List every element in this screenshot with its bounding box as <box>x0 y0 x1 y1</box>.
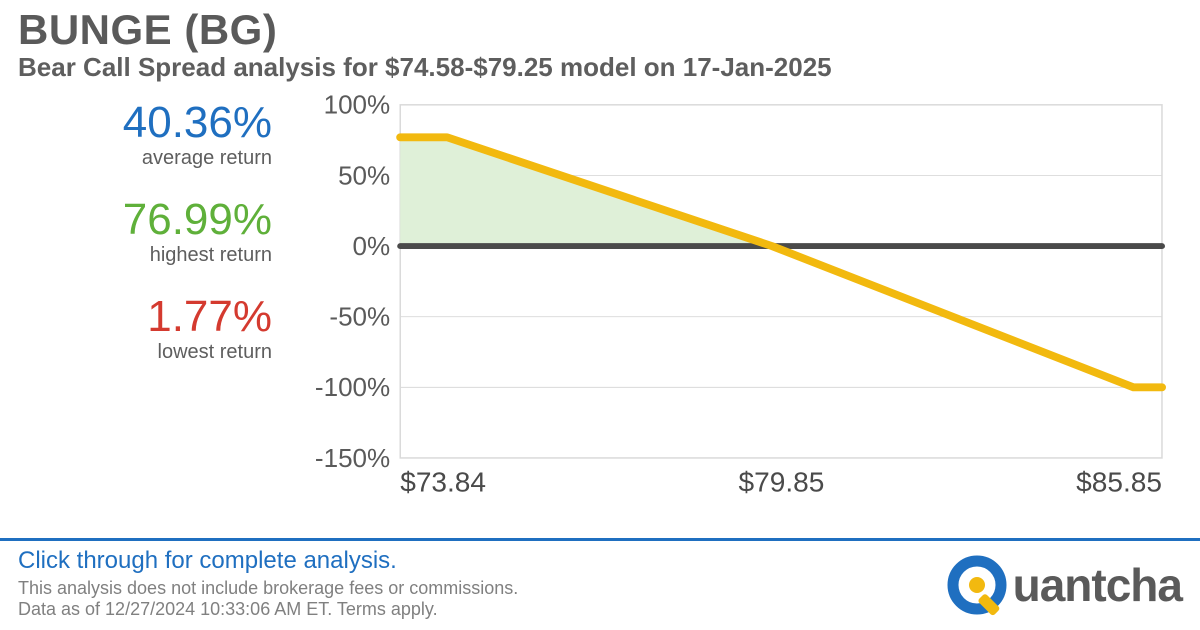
header: BUNGE (BG) Bear Call Spread analysis for… <box>0 0 1200 87</box>
footer-left: Click through for complete analysis. Thi… <box>18 547 945 621</box>
stat-average-label: average return <box>123 147 272 170</box>
stat-lowest-label: lowest return <box>147 341 272 364</box>
svg-text:$73.84: $73.84 <box>400 467 486 498</box>
disclaimer-text: This analysis does not include brokerage… <box>18 577 945 600</box>
stat-highest-label: highest return <box>123 244 272 267</box>
page-subtitle: Bear Call Spread analysis for $74.58-$79… <box>18 52 1182 83</box>
stat-highest-value: 76.99% <box>123 198 272 242</box>
chart-svg: -150% -100% -50% 0% 50% 100% $73.84 $79.85 $85.8… <box>300 95 1172 507</box>
brand-name: uantcha <box>1013 558 1182 612</box>
payoff-chart: -150% -100% -50% 0% 50% 100% $73.84 $79.85 $85.8… <box>300 87 1200 507</box>
stat-average: 40.36% average return <box>123 101 300 170</box>
stat-average-value: 40.36% <box>123 101 272 145</box>
cta-link[interactable]: Click through for complete analysis. <box>18 547 945 575</box>
brand-logo: uantcha <box>945 547 1182 617</box>
stat-lowest-value: 1.77% <box>147 295 272 339</box>
stat-highest: 76.99% highest return <box>123 198 300 267</box>
page-title: BUNGE (BG) <box>18 6 1182 54</box>
brand-q-icon <box>945 553 1009 617</box>
asof-text: Data as of 12/27/2024 10:33:06 AM ET. Te… <box>18 599 945 620</box>
svg-text:50%: 50% <box>338 163 390 191</box>
svg-text:-50%: -50% <box>329 304 390 332</box>
stats-panel: 40.36% average return 76.99% highest ret… <box>0 87 300 507</box>
svg-text:-100%: -100% <box>315 374 390 402</box>
stat-lowest: 1.77% lowest return <box>147 295 300 364</box>
svg-text:$79.85: $79.85 <box>739 467 825 498</box>
body-row: 40.36% average return 76.99% highest ret… <box>0 87 1200 507</box>
svg-text:-150%: -150% <box>315 445 390 473</box>
svg-text:0%: 0% <box>353 233 391 261</box>
svg-text:$85.85: $85.85 <box>1076 467 1162 498</box>
footer: Click through for complete analysis. Thi… <box>0 538 1200 630</box>
svg-text:100%: 100% <box>324 95 391 120</box>
